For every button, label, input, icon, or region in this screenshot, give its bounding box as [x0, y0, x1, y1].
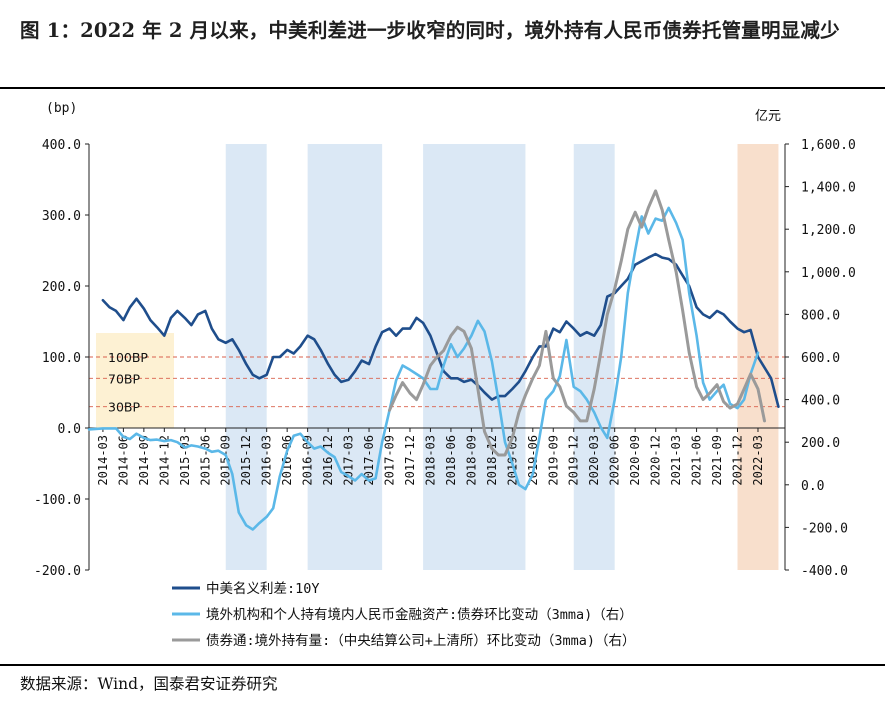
x-tick-label: 2016-09: [301, 435, 315, 486]
x-tick-label: 2014-06: [116, 435, 130, 486]
right-tick-label: 200.0: [801, 436, 840, 451]
left-tick-label: 200.0: [42, 280, 81, 295]
series-lines: [87, 189, 780, 531]
left-tick-label: 400.0: [42, 138, 81, 153]
x-tick-label: 2015-06: [198, 435, 212, 486]
x-tick-label: 2014-09: [137, 435, 151, 486]
x-tick-label: 2019-09: [546, 435, 560, 486]
right-tick-label: 400.0: [801, 394, 840, 409]
right-tick-label: 800.0: [801, 308, 840, 323]
axes: 400.0 300.0 200.0 100.0 0.0 -100.0 -200.0 1,600…: [34, 101, 856, 579]
x-tick-label: 2020-06: [608, 435, 622, 486]
legend-label: 境外机构和个人持有境内人民币金融资产:债券环比变动（3mma)（右）: [206, 607, 633, 623]
x-tick-label: 2016-06: [280, 435, 294, 486]
right-axis-unit: 亿元: [755, 109, 781, 124]
left-axis-unit: (bp): [46, 101, 77, 116]
chart-title: 图 1：2022 年 2 月以来，中美利差进一步收窄的同时，境外持有人民币债券托…: [20, 19, 840, 42]
left-tick-label: 0.0: [58, 422, 81, 437]
title-rule: [0, 87, 885, 89]
series-line-3: [388, 189, 766, 457]
right-tick-label: 1,600.0: [801, 138, 856, 153]
left-tick-label: -200.0: [34, 564, 81, 579]
x-tick-label: 2020-03: [587, 435, 601, 486]
x-tick-label: 2014-12: [157, 435, 171, 486]
series-line-2: [87, 206, 760, 531]
legend-label: 中美名义利差:10Y: [206, 581, 320, 597]
source-note: 数据来源：Wind，国泰君安证券研究: [20, 675, 278, 693]
left-tick-label: 300.0: [42, 209, 81, 224]
x-tick-label: 2021-06: [690, 435, 704, 486]
x-tick-label: 2017-06: [362, 435, 376, 486]
right-tick-label: -400.0: [801, 564, 848, 579]
reference-lines: 100BP 70BP 30BP: [89, 333, 785, 428]
x-tick-label: 2015-12: [239, 435, 253, 486]
chart: 100BP 70BP 30BP 400.0 300.0 200.0 100.0 0.0 -10…: [34, 101, 856, 649]
x-tick-label: 2017-12: [403, 435, 417, 486]
right-tick-label: -200.0: [801, 521, 848, 536]
x-tick-label: 2017-09: [383, 435, 397, 486]
x-tick-label: 2021-12: [731, 435, 745, 486]
reference-label: 30BP: [108, 400, 140, 415]
right-tick-label: 1,400.0: [801, 181, 856, 196]
reference-label: 100BP: [108, 350, 148, 365]
left-tick-label: 100.0: [42, 351, 81, 366]
right-tick-label: 1,000.0: [801, 266, 856, 281]
reference-label: 70BP: [108, 371, 140, 386]
x-tick-label: 2020-12: [649, 435, 663, 486]
x-tick-label: 2022-03: [751, 435, 765, 486]
x-tick-label: 2018-06: [444, 435, 458, 486]
x-tick-label: 2014-03: [96, 435, 110, 486]
legend: 中美名义利差:10Y 境外机构和个人持有境内人民币金融资产:债券环比变动（3mma…: [172, 581, 636, 649]
source-rule: [0, 664, 885, 666]
right-tick-label: 600.0: [801, 351, 840, 366]
x-tick-label: 2018-12: [485, 435, 499, 486]
reference-label-box: [96, 333, 174, 428]
x-tick-label: 2018-09: [464, 435, 478, 486]
x-tick-label: 2020-09: [628, 435, 642, 486]
right-tick-label: 0.0: [801, 479, 824, 494]
legend-label: 债券通:境外持有量:（中央结算公司+上清所）环比变动（3mma)（右）: [206, 633, 636, 649]
left-tick-label: -100.0: [34, 493, 81, 508]
x-tick-label: 2018-03: [423, 435, 437, 486]
series-line-1: [101, 252, 780, 408]
x-tick-label: 2015-09: [219, 435, 233, 486]
x-tick-label: 2016-03: [260, 435, 274, 486]
x-tick-label: 2021-09: [710, 435, 724, 486]
x-tick-label: 2016-12: [321, 435, 335, 486]
x-tick-label: 2021-03: [669, 435, 683, 486]
x-tick-label: 2019-12: [567, 435, 581, 486]
right-tick-label: 1,200.0: [801, 223, 856, 238]
